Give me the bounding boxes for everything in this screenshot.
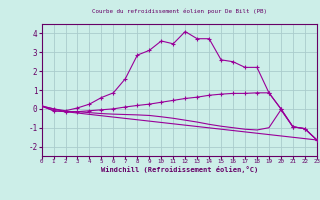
Text: Courbe du refroidissement éolien pour De Bilt (PB): Courbe du refroidissement éolien pour De…: [92, 8, 267, 14]
X-axis label: Windchill (Refroidissement éolien,°C): Windchill (Refroidissement éolien,°C): [100, 166, 258, 173]
